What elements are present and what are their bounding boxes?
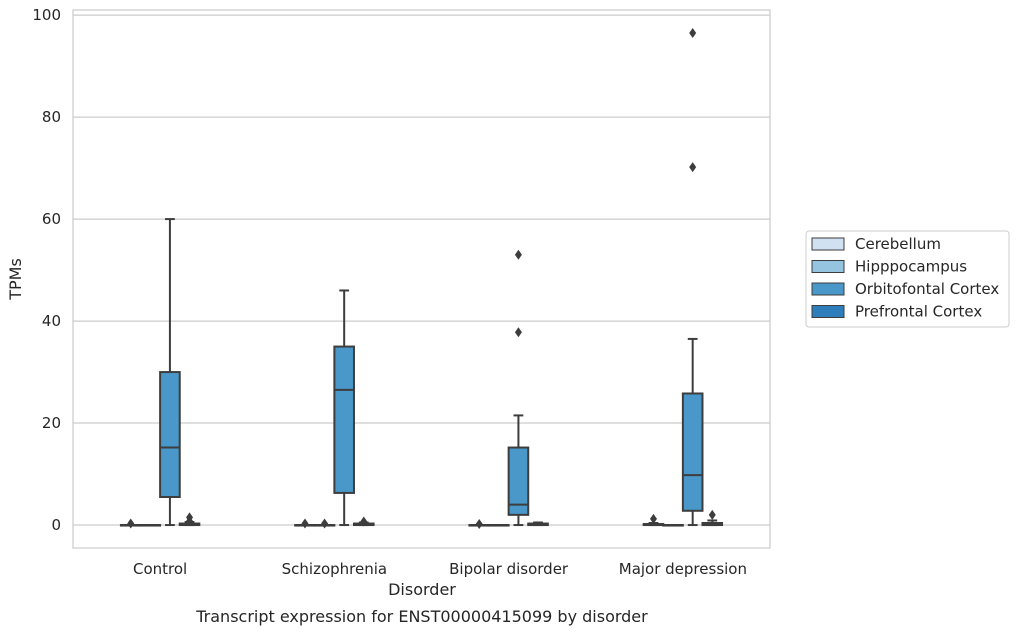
legend-label: Cerebellum (855, 235, 941, 253)
outlier-point (514, 249, 522, 260)
legend-label: Hipppocampus (855, 258, 967, 276)
box-plot (701, 509, 724, 527)
plot-frame (72, 9, 771, 549)
outlier-point (360, 516, 368, 527)
x-axis-title: Disorder (388, 580, 456, 599)
outlier-point (689, 27, 697, 38)
outlier-point (127, 518, 135, 529)
outlier-point (301, 518, 309, 529)
box-plot (488, 524, 510, 527)
plot-background (73, 10, 770, 548)
box-plot (178, 512, 201, 527)
box-plot (159, 218, 181, 527)
box-plot (333, 289, 355, 527)
box-plot (139, 524, 162, 527)
outlier-point (475, 519, 483, 530)
outlier-point (689, 162, 697, 173)
box-plot (527, 521, 549, 527)
box (159, 371, 181, 499)
y-tick-label: 80 (42, 108, 61, 126)
box-plot (313, 518, 336, 529)
box-groups (119, 27, 724, 530)
legend-box (805, 230, 1010, 328)
y-tick-label: 100 (32, 6, 61, 24)
box-plot (681, 27, 704, 527)
legend-swatch (811, 282, 845, 296)
y-axis-title: TPMs (6, 258, 25, 301)
y-tick-label: 0 (51, 516, 61, 534)
x-tick-labels: Control Schizophrenia Bipolar disorder Majo… (133, 560, 747, 578)
y-tick-labels: 0 20 40 60 80 100 (32, 6, 61, 534)
box-plot (642, 513, 665, 527)
outlier-point (514, 327, 522, 338)
box (333, 345, 355, 494)
box (681, 392, 704, 512)
y-tick-label: 40 (42, 312, 61, 330)
y-tick-label: 20 (42, 414, 61, 432)
outlier-point (321, 518, 329, 529)
x-tick-label: Major depression (619, 560, 747, 578)
outlier-point (708, 509, 716, 520)
outlier-point (649, 513, 657, 524)
box-plot (352, 516, 375, 527)
legend-label: Prefrontal Cortex (855, 303, 982, 321)
box (507, 446, 530, 516)
box-plot (507, 249, 530, 527)
legend-label: Orbitofontal Cortex (855, 280, 999, 298)
x-tick-label: Schizophrenia (282, 560, 387, 578)
legend: Cerebellum Hipppocampus Orbitofontal Corte… (805, 230, 1010, 328)
x-tick-label: Bipolar disorder (449, 560, 569, 578)
box-plot (662, 524, 684, 527)
legend-swatch (811, 237, 845, 251)
legend-swatch (811, 305, 845, 318)
x-tick-label: Control (133, 560, 187, 578)
y-tick-label: 60 (42, 210, 61, 228)
chart-caption: Transcript expression for ENST0000041509… (195, 607, 648, 626)
outlier-point (186, 515, 194, 526)
legend-swatch (811, 260, 845, 273)
box-plot (119, 518, 142, 529)
